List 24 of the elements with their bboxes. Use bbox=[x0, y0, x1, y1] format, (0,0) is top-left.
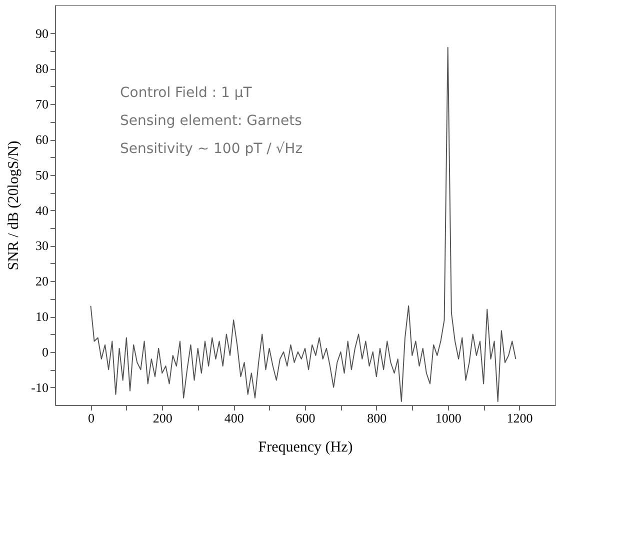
x-tick-label: 400 bbox=[224, 410, 244, 426]
annotation: Sensitivity ~ 100 pT / √Hz bbox=[120, 141, 303, 157]
y-tick-label: 30 bbox=[36, 238, 48, 254]
annotation: Control Field : 1 μT bbox=[120, 85, 252, 101]
x-tick-label: 800 bbox=[367, 410, 387, 426]
y-tick-label: 40 bbox=[36, 202, 48, 218]
x-tick-label: 200 bbox=[152, 410, 172, 426]
y-tick-label: 90 bbox=[36, 26, 48, 41]
y-tick-label: -10 bbox=[31, 380, 48, 395]
y-tick-label: 50 bbox=[36, 167, 48, 182]
annotation: Sensing element: Garnets bbox=[120, 113, 302, 129]
x-tick-label: 0 bbox=[88, 410, 94, 426]
y-axis-title: SNR / dB (20logS/N) bbox=[6, 140, 22, 270]
y-tick-label: 10 bbox=[36, 309, 48, 324]
y-tick-label: 0 bbox=[42, 344, 48, 360]
y-tick-label: 70 bbox=[36, 96, 48, 112]
x-tick-label: 1000 bbox=[435, 410, 462, 426]
x-tick-label: 600 bbox=[296, 410, 316, 426]
y-tick-label: 80 bbox=[36, 61, 48, 76]
line-series bbox=[90, 46, 516, 402]
y-tick-label: 20 bbox=[36, 274, 48, 289]
x-tick-label: 1200 bbox=[506, 410, 533, 426]
x-axis-title: Frequency (Hz) bbox=[258, 440, 353, 456]
y-tick-label: 60 bbox=[36, 132, 48, 148]
